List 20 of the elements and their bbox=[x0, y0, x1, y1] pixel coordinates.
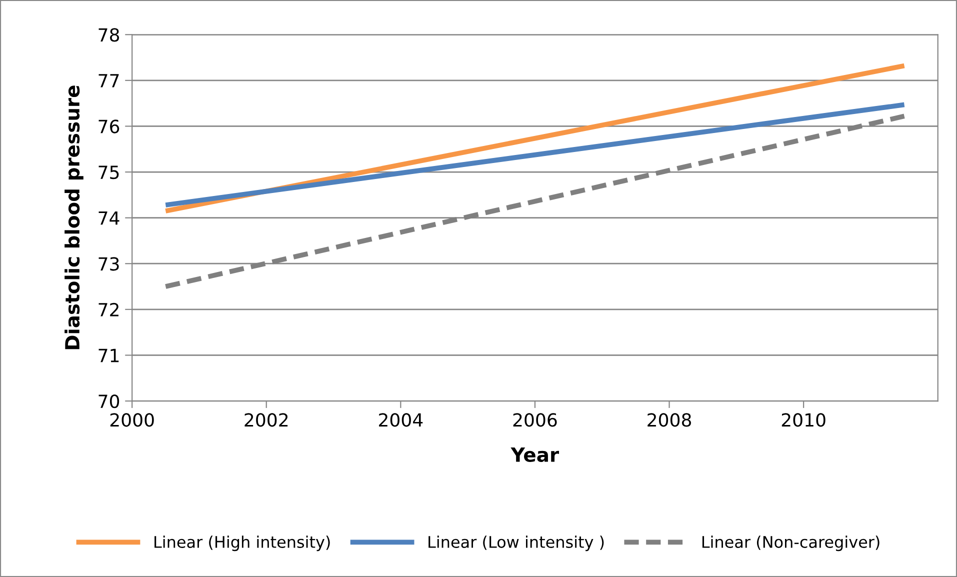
y-tick-label: 71 bbox=[98, 348, 119, 362]
x-tick-label: 2004 bbox=[379, 413, 423, 427]
y-tick-label: 73 bbox=[98, 257, 119, 271]
y-tick-label: 77 bbox=[98, 74, 119, 88]
x-tick-label: 2000 bbox=[110, 413, 154, 427]
legend-label: Linear (Non-caregiver) bbox=[702, 536, 880, 552]
y-tick-label: 78 bbox=[98, 28, 120, 42]
x-tick-label: 2008 bbox=[648, 413, 691, 427]
y-tick-label: 74 bbox=[98, 212, 120, 225]
x-tick-label: 2006 bbox=[513, 413, 557, 427]
x-tick-label: 2002 bbox=[244, 413, 288, 427]
y-axis-title: Diastolic blood pressure bbox=[64, 86, 84, 350]
y-tick-label: 72 bbox=[98, 302, 118, 316]
y-tick-label: 70 bbox=[98, 394, 120, 408]
legend-label: Linear (High intensity) bbox=[154, 536, 330, 552]
y-tick-label: 76 bbox=[98, 120, 120, 134]
x-tick-label: 2010 bbox=[782, 413, 826, 427]
y-tick-label: 75 bbox=[98, 166, 119, 180]
legend-label: Linear (Low intensity ) bbox=[428, 536, 604, 552]
x-axis-title: Year bbox=[510, 448, 560, 462]
